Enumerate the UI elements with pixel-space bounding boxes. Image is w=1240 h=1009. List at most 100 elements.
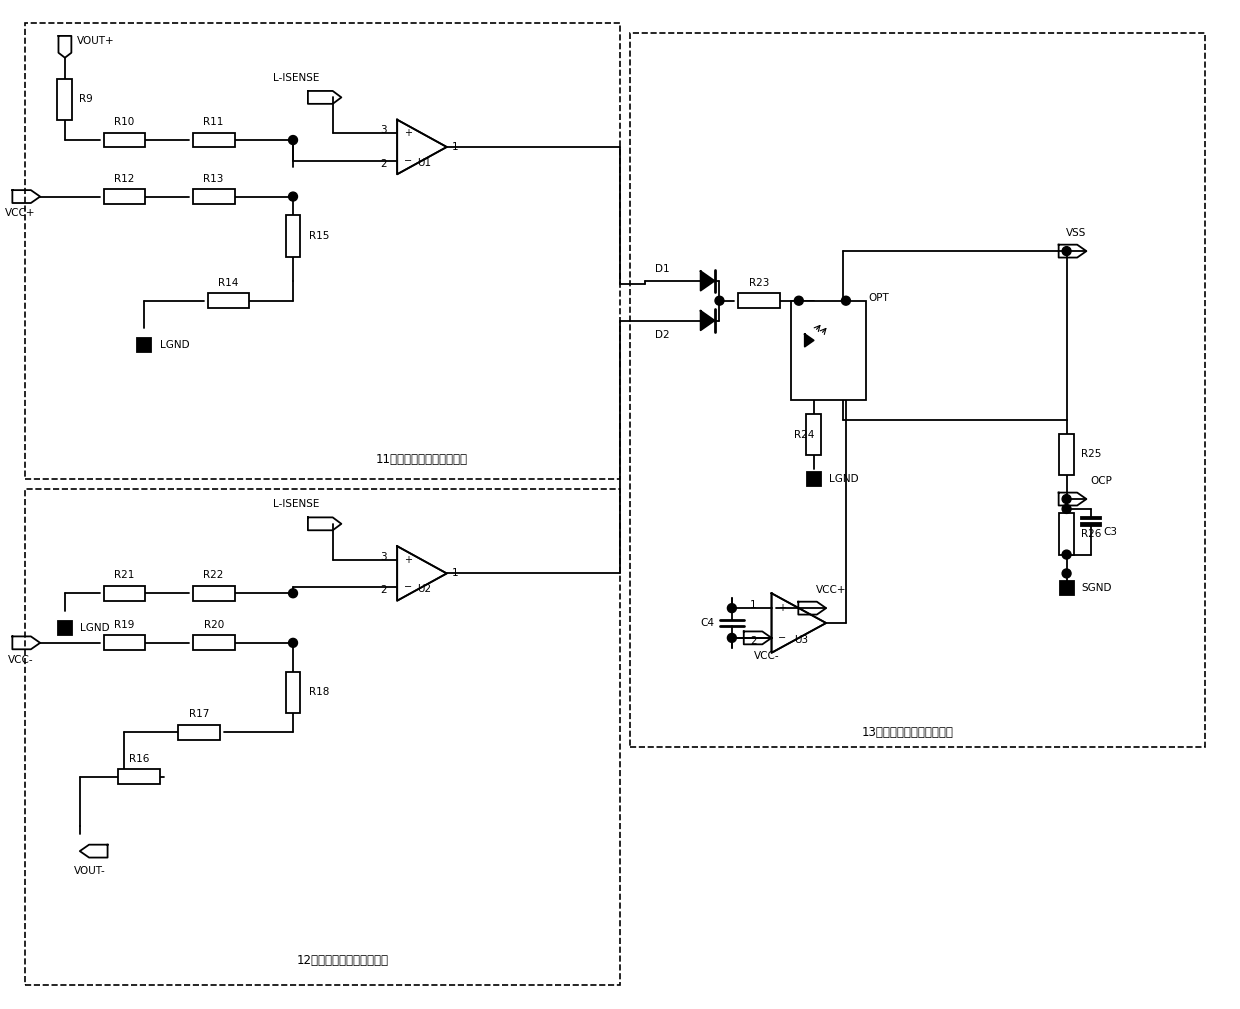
Text: SGND: SGND <box>1081 583 1112 593</box>
Bar <box>179 724 219 740</box>
Text: U1: U1 <box>417 157 432 167</box>
Text: R19: R19 <box>114 620 135 630</box>
Circle shape <box>1063 504 1071 514</box>
Polygon shape <box>12 637 40 650</box>
Bar <box>193 586 234 600</box>
Text: R17: R17 <box>188 709 210 719</box>
Polygon shape <box>58 36 72 58</box>
Text: R13: R13 <box>203 174 224 184</box>
Bar <box>104 636 145 650</box>
Text: U3: U3 <box>794 635 807 645</box>
Circle shape <box>289 192 298 201</box>
Bar <box>806 414 821 455</box>
Text: OCP: OCP <box>1090 476 1112 486</box>
Bar <box>630 33 1205 747</box>
Polygon shape <box>805 334 813 347</box>
Circle shape <box>289 639 298 648</box>
Text: OPT: OPT <box>869 293 889 303</box>
Polygon shape <box>308 91 341 104</box>
Polygon shape <box>799 601 826 614</box>
Polygon shape <box>701 311 714 330</box>
Bar <box>104 586 145 600</box>
Text: L-ISENSE: L-ISENSE <box>273 499 320 509</box>
Bar <box>25 23 620 479</box>
Bar <box>193 189 234 204</box>
Text: R25: R25 <box>1081 449 1102 459</box>
Text: 3: 3 <box>381 552 387 562</box>
Text: U2: U2 <box>417 584 432 594</box>
Bar <box>138 338 151 352</box>
Polygon shape <box>1059 244 1086 257</box>
Text: +: + <box>779 603 786 613</box>
Bar <box>104 189 145 204</box>
Text: C3: C3 <box>1104 527 1117 537</box>
Text: VOUT-: VOUT- <box>74 866 105 876</box>
Text: R11: R11 <box>203 117 224 127</box>
Polygon shape <box>79 845 108 858</box>
Bar <box>208 294 249 308</box>
Polygon shape <box>701 271 714 291</box>
Text: VCC+: VCC+ <box>5 209 36 218</box>
Text: VSS: VSS <box>1066 228 1086 238</box>
Text: R22: R22 <box>203 570 224 580</box>
Polygon shape <box>397 546 446 600</box>
Circle shape <box>728 634 737 643</box>
Circle shape <box>1063 569 1071 578</box>
Text: 1: 1 <box>451 142 459 152</box>
Text: R9: R9 <box>79 95 93 104</box>
Text: C4: C4 <box>701 619 714 628</box>
Bar <box>1059 434 1074 475</box>
Text: R20: R20 <box>203 620 223 630</box>
Text: R21: R21 <box>114 570 135 580</box>
Bar <box>193 132 234 147</box>
Bar <box>807 472 821 486</box>
Text: LGND: LGND <box>79 623 109 633</box>
Bar <box>1081 524 1101 526</box>
Text: 13漏电流保护信号上报模块: 13漏电流保护信号上报模块 <box>862 725 954 739</box>
Text: 1: 1 <box>451 568 459 578</box>
Text: R16: R16 <box>129 754 150 764</box>
Polygon shape <box>744 632 771 645</box>
Text: −: − <box>779 633 786 643</box>
Text: 2: 2 <box>381 158 387 169</box>
Text: VCC+: VCC+ <box>816 585 846 595</box>
Polygon shape <box>397 120 446 175</box>
Bar <box>1059 513 1074 555</box>
Polygon shape <box>308 518 341 531</box>
Polygon shape <box>12 190 40 203</box>
Text: R23: R23 <box>749 277 769 288</box>
Circle shape <box>842 297 851 305</box>
Bar <box>285 215 300 257</box>
Text: R15: R15 <box>309 231 330 241</box>
Text: R26: R26 <box>1081 529 1102 539</box>
Bar <box>104 132 145 147</box>
Polygon shape <box>1059 492 1086 506</box>
Circle shape <box>289 589 298 597</box>
Circle shape <box>1063 246 1071 255</box>
Text: 12负极漏电流检测保护模块: 12负极漏电流检测保护模块 <box>296 954 388 967</box>
Text: R10: R10 <box>114 117 135 127</box>
Bar <box>791 301 866 400</box>
Text: VOUT+: VOUT+ <box>77 36 114 45</box>
Text: R18: R18 <box>309 687 330 697</box>
Text: LGND: LGND <box>160 340 190 350</box>
Bar <box>57 79 72 120</box>
Bar <box>1081 517 1101 520</box>
Circle shape <box>795 297 804 305</box>
Bar <box>25 489 620 985</box>
Circle shape <box>289 135 298 144</box>
Text: 2: 2 <box>381 585 387 595</box>
Text: R14: R14 <box>218 277 239 288</box>
Bar <box>193 636 234 650</box>
Bar <box>738 294 780 308</box>
Text: D1: D1 <box>655 264 670 274</box>
Bar <box>285 672 300 713</box>
Text: 1: 1 <box>750 600 756 610</box>
Text: VCC-: VCC- <box>7 655 33 665</box>
Text: +: + <box>404 128 412 138</box>
Circle shape <box>1063 494 1071 503</box>
Bar <box>119 769 160 784</box>
Text: +: + <box>404 555 412 565</box>
Text: −: − <box>404 582 412 592</box>
Polygon shape <box>771 593 826 653</box>
